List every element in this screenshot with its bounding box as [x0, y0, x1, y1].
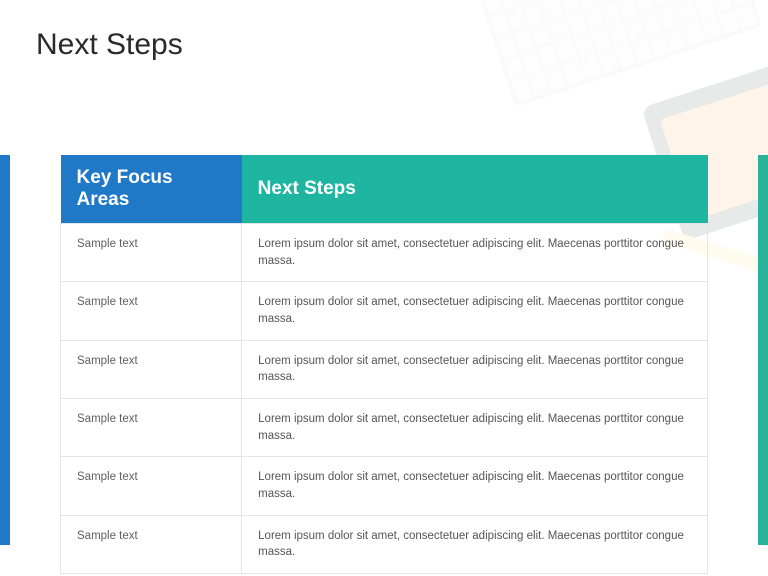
- cell-step: Lorem ipsum dolor sit amet, consectetuer…: [242, 515, 708, 573]
- cell-focus: Sample text: [61, 515, 242, 573]
- cell-step: Lorem ipsum dolor sit amet, consectetuer…: [242, 457, 708, 515]
- cell-step: Lorem ipsum dolor sit amet, consectetuer…: [242, 340, 708, 398]
- left-accent-bar: [0, 155, 10, 545]
- cell-focus: Sample text: [61, 340, 242, 398]
- cell-step: Lorem ipsum dolor sit amet, consectetuer…: [242, 282, 708, 340]
- table-row: Sample textLorem ipsum dolor sit amet, c…: [61, 515, 708, 573]
- table-body: Sample textLorem ipsum dolor sit amet, c…: [61, 224, 708, 574]
- cell-focus: Sample text: [61, 399, 242, 457]
- table-row: Sample textLorem ipsum dolor sit amet, c…: [61, 224, 708, 282]
- cell-focus: Sample text: [61, 282, 242, 340]
- right-accent-bar: [758, 155, 768, 545]
- cell-step: Lorem ipsum dolor sit amet, consectetuer…: [242, 224, 708, 282]
- table-row: Sample textLorem ipsum dolor sit amet, c…: [61, 282, 708, 340]
- cell-focus: Sample text: [61, 224, 242, 282]
- col-header-steps: Next Steps: [242, 155, 708, 224]
- table-header-row: Key Focus Areas Next Steps: [61, 155, 708, 224]
- keyboard-icon: [478, 0, 762, 107]
- next-steps-table: Key Focus Areas Next Steps Sample textLo…: [60, 155, 708, 574]
- col-header-focus: Key Focus Areas: [61, 155, 242, 224]
- next-steps-table-container: Key Focus Areas Next Steps Sample textLo…: [60, 155, 708, 574]
- cell-step: Lorem ipsum dolor sit amet, consectetuer…: [242, 399, 708, 457]
- cell-focus: Sample text: [61, 457, 242, 515]
- table-row: Sample textLorem ipsum dolor sit amet, c…: [61, 340, 708, 398]
- table-row: Sample textLorem ipsum dolor sit amet, c…: [61, 457, 708, 515]
- page-title: Next Steps: [36, 28, 183, 62]
- table-row: Sample textLorem ipsum dolor sit amet, c…: [61, 399, 708, 457]
